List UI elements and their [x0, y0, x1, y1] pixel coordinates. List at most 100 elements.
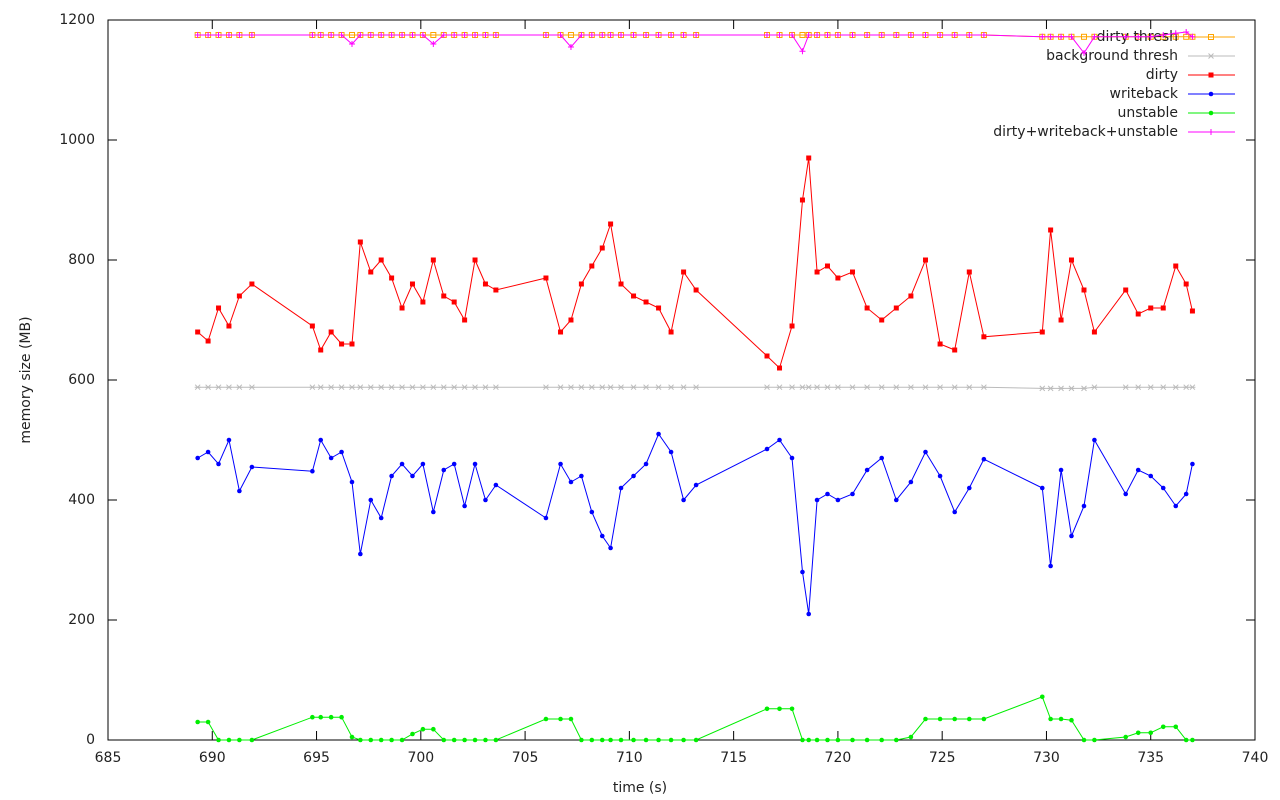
marker [226, 437, 232, 443]
marker [309, 323, 315, 329]
marker [568, 317, 574, 323]
marker [907, 32, 914, 38]
series-line [197, 386, 1193, 389]
marker [1208, 110, 1214, 116]
marker [1039, 33, 1046, 40]
marker [358, 737, 363, 743]
marker [472, 32, 479, 38]
marker [226, 737, 232, 743]
marker [318, 714, 324, 720]
marker [908, 479, 914, 485]
marker [430, 41, 437, 47]
marker [668, 737, 674, 743]
marker [893, 32, 900, 38]
marker [1183, 29, 1190, 35]
marker [399, 32, 406, 38]
marker [789, 323, 795, 329]
y-tick-label: 1000 [59, 132, 95, 148]
marker [1160, 32, 1167, 38]
marker [409, 281, 415, 287]
marker [579, 473, 584, 479]
marker [966, 384, 973, 391]
marker [318, 347, 324, 353]
marker [937, 384, 944, 391]
x-tick-label: 715 [720, 750, 747, 766]
marker [205, 384, 212, 391]
marker [1069, 533, 1074, 539]
marker [1147, 384, 1154, 391]
marker [328, 329, 334, 335]
marker [558, 716, 563, 722]
marker [388, 32, 395, 38]
marker [248, 384, 255, 391]
series-line [197, 31, 1193, 54]
marker [776, 384, 783, 391]
marker [225, 384, 232, 391]
marker [357, 239, 363, 245]
marker [378, 384, 385, 391]
marker [399, 461, 405, 467]
marker [348, 41, 355, 47]
marker [451, 461, 457, 467]
marker [1173, 263, 1179, 269]
marker [483, 737, 488, 743]
marker [966, 716, 972, 722]
x-tick-label: 730 [1033, 750, 1060, 766]
marker [1081, 503, 1087, 509]
marker [1148, 730, 1154, 736]
marker [764, 384, 771, 391]
marker [1135, 730, 1141, 736]
y-tick-label: 400 [68, 492, 95, 508]
x-tick-label: 710 [616, 750, 643, 766]
legend-label: writeback [1110, 86, 1179, 102]
marker [618, 737, 624, 743]
marker [1081, 287, 1087, 293]
marker [216, 305, 222, 311]
marker [834, 32, 841, 38]
marker [389, 737, 394, 743]
marker [608, 221, 614, 227]
marker [1047, 33, 1054, 40]
marker [599, 737, 605, 743]
marker [249, 737, 255, 743]
marker [814, 269, 820, 275]
marker [1069, 717, 1074, 723]
marker [368, 269, 374, 275]
marker [1039, 385, 1046, 392]
marker [814, 737, 820, 743]
marker [981, 456, 987, 462]
marker [1208, 91, 1214, 97]
marker [328, 384, 335, 391]
marker [922, 257, 928, 263]
marker [589, 509, 595, 515]
marker [310, 468, 315, 474]
marker [399, 737, 405, 743]
marker [693, 287, 699, 293]
marker [461, 384, 468, 391]
marker [543, 716, 549, 722]
marker [588, 32, 595, 38]
marker [1039, 694, 1045, 700]
marker [599, 384, 606, 391]
marker [409, 384, 416, 391]
marker [879, 737, 885, 743]
marker [618, 32, 625, 38]
marker [1190, 737, 1195, 743]
marker [799, 384, 806, 391]
marker [680, 32, 687, 38]
marker [378, 737, 384, 743]
marker [1183, 491, 1189, 497]
marker [599, 533, 605, 539]
marker [776, 32, 783, 38]
marker [1160, 305, 1166, 311]
marker [195, 329, 201, 335]
marker [824, 32, 831, 38]
marker [693, 482, 699, 488]
marker [1189, 308, 1195, 314]
marker [1135, 311, 1141, 317]
marker [952, 347, 958, 353]
marker [237, 488, 242, 494]
x-tick-label: 705 [512, 750, 539, 766]
marker [835, 275, 841, 281]
